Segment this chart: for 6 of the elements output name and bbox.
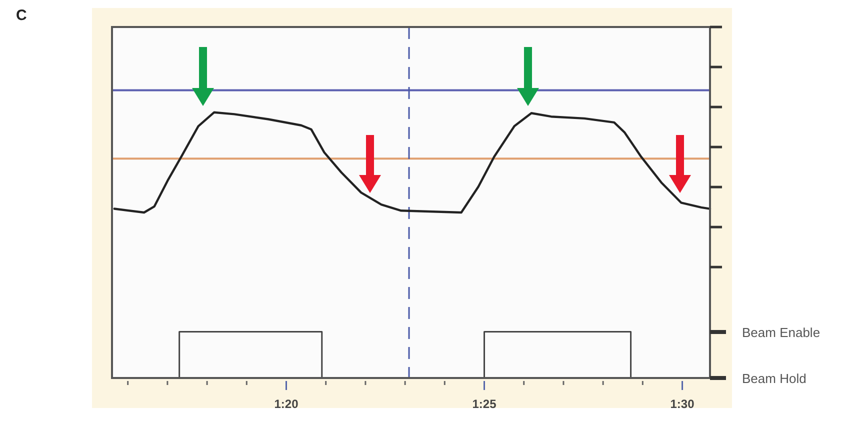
x-tick-label: 1:25 [472,397,497,411]
chart-title: C [16,7,27,24]
x-tick-label: 1:20 [274,397,299,411]
x-tick-label: 1:30 [670,397,695,411]
text: Beam Hold [742,371,806,386]
text: Beam Enable [742,325,820,340]
